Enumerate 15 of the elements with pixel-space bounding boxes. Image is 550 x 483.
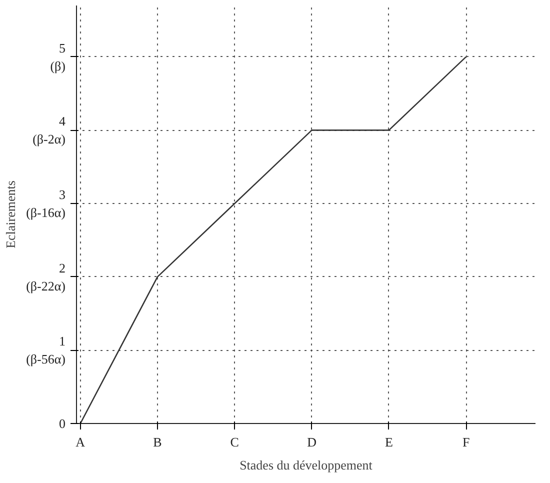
- y-tick-label: 0: [59, 416, 66, 431]
- y-tick-label: 5 (β): [50, 40, 66, 74]
- y-tick-label: 4 (β-2α): [32, 114, 66, 147]
- y-tick-label: 3 (β-16α): [26, 187, 66, 220]
- x-tick-label: E: [384, 434, 393, 450]
- line-series: [80, 56, 467, 424]
- x-tick-label: C: [230, 434, 239, 450]
- y-tick-label: 2 (β-22α): [26, 260, 66, 294]
- x-tick-label: F: [462, 434, 470, 450]
- x-axis-title: Stades du développement: [240, 458, 373, 472]
- x-tick-label: A: [76, 434, 86, 450]
- x-tick-label: B: [153, 434, 162, 450]
- x-tick-label: D: [307, 434, 316, 450]
- y-axis-title: Eclairements: [3, 180, 18, 248]
- y-tick-label: 1 (β-56α): [26, 334, 66, 367]
